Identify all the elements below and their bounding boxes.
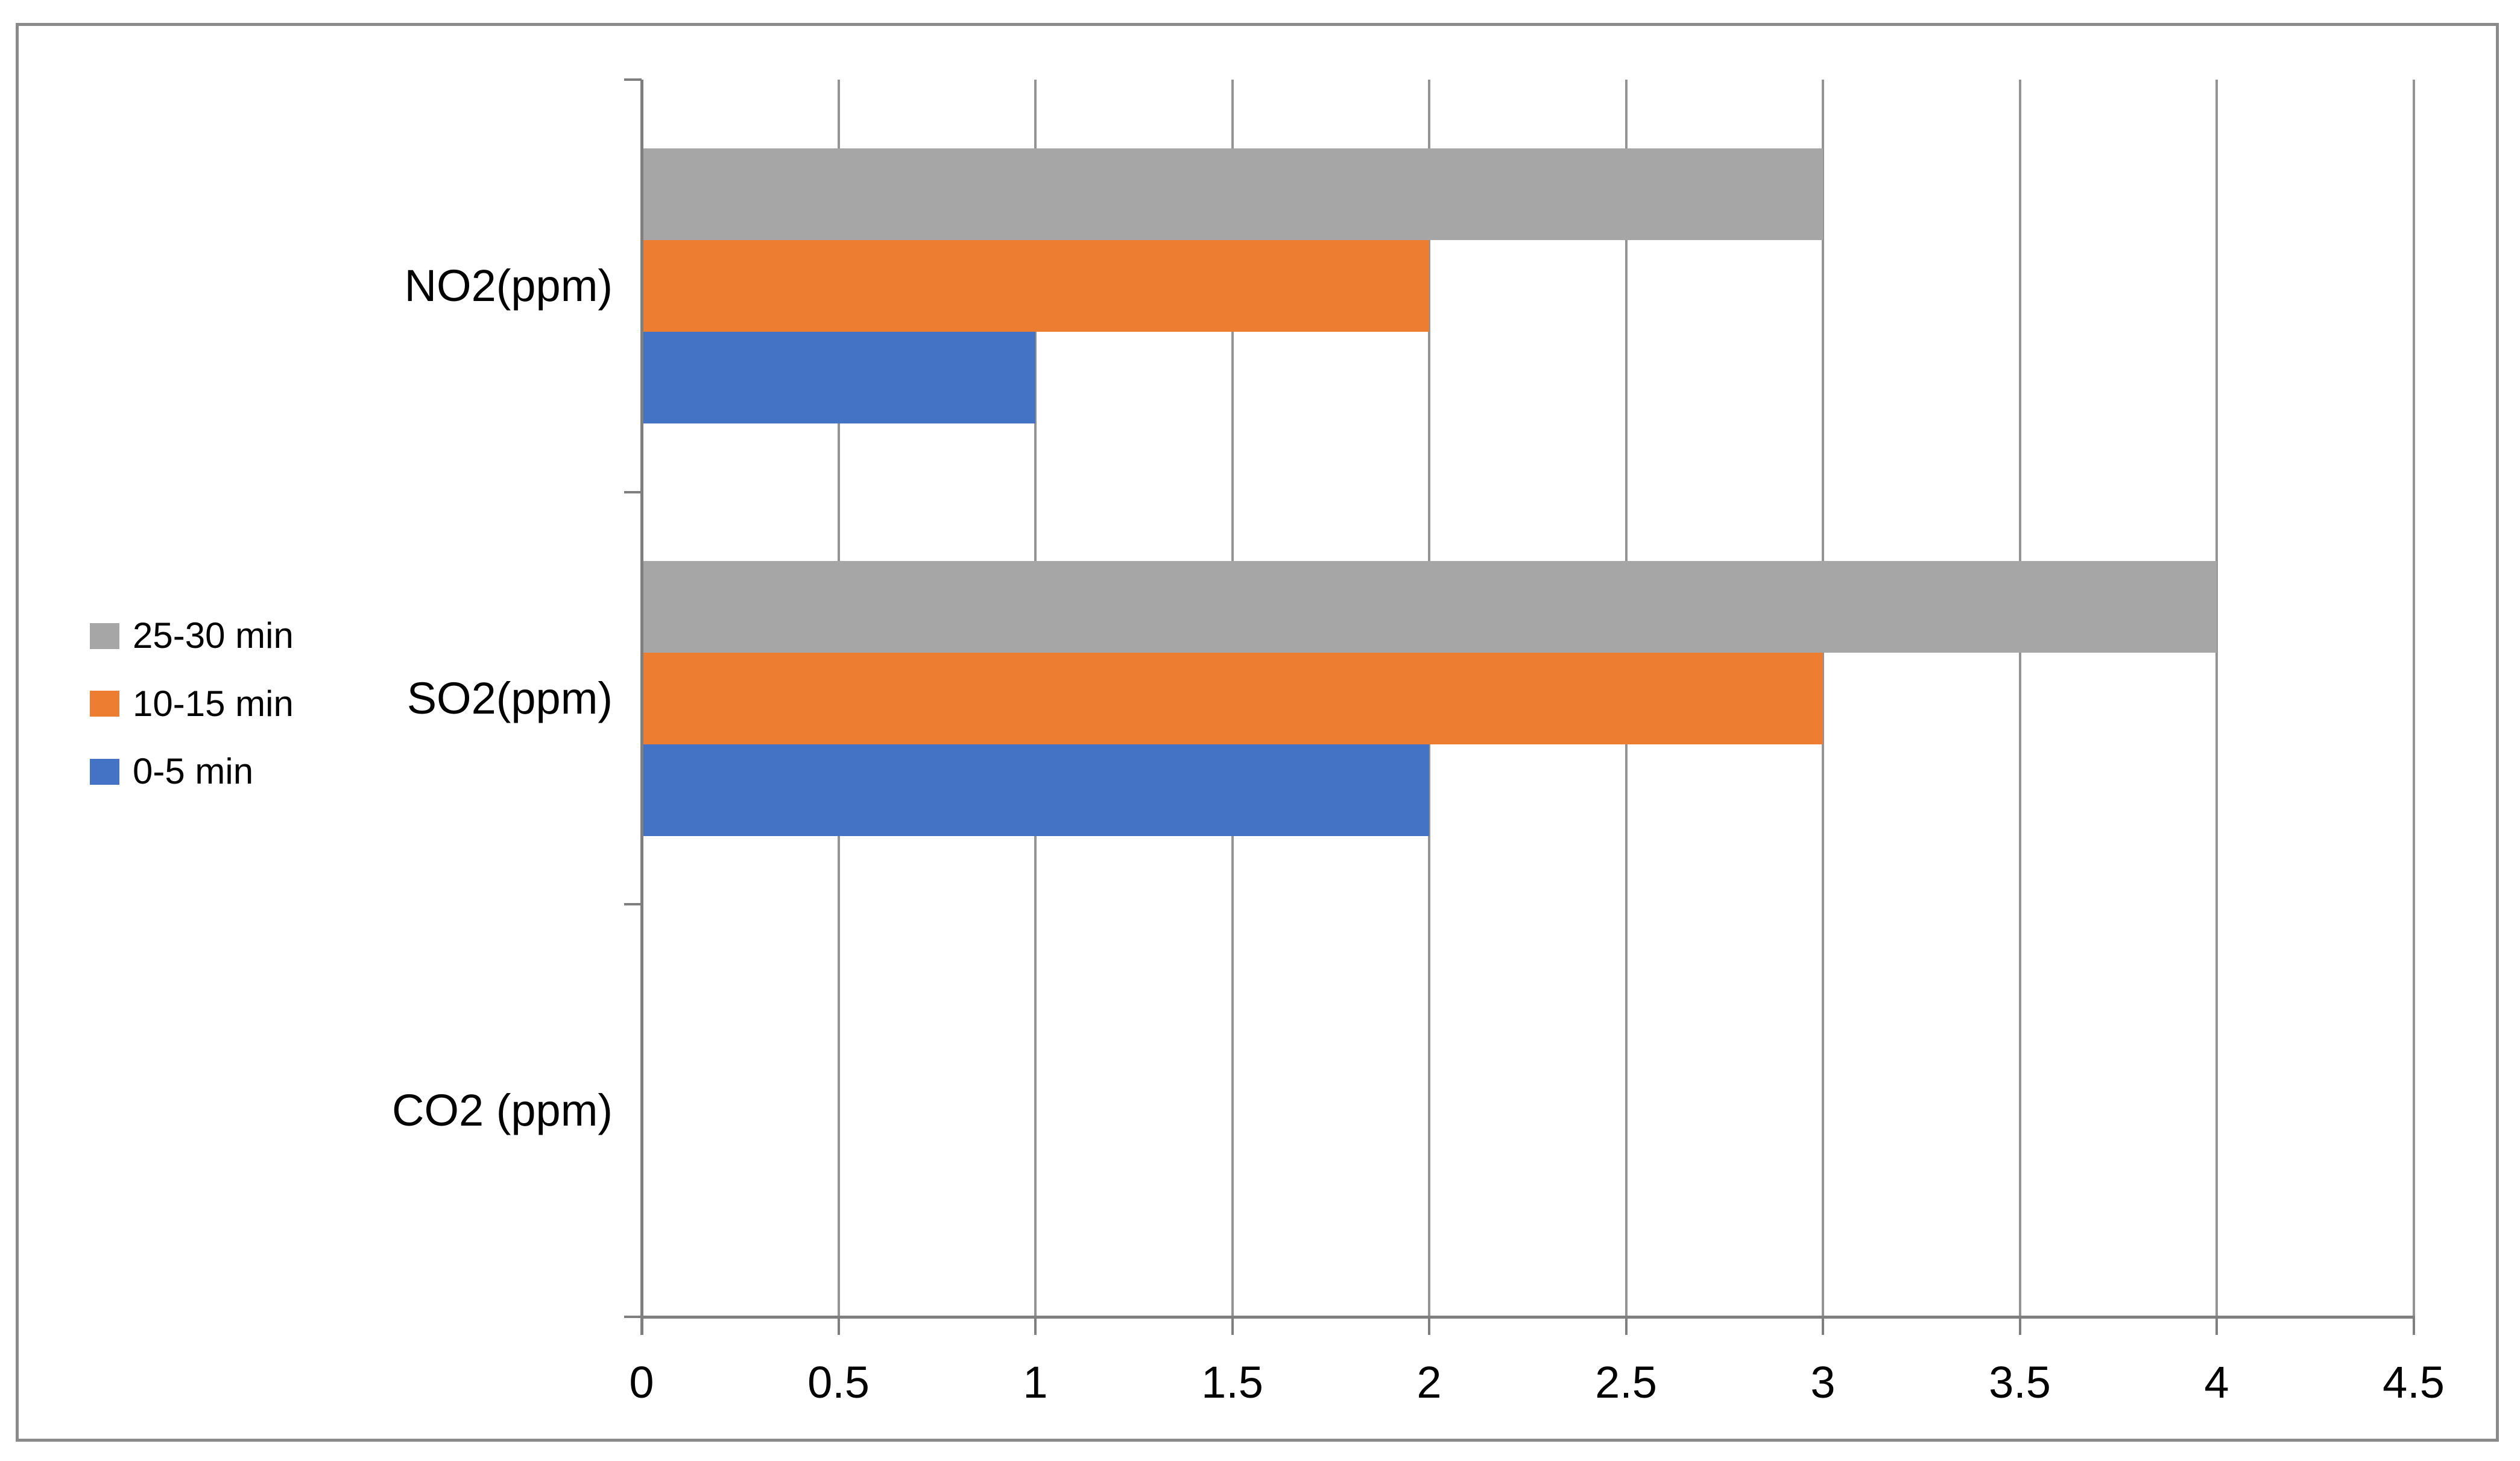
x-axis-tick	[2215, 1317, 2218, 1335]
legend-label: 25-30 min	[133, 615, 294, 656]
x-axis-tick	[2412, 1317, 2415, 1335]
x-axis-tick	[640, 1317, 643, 1335]
category-label: SO2(ppm)	[406, 673, 613, 723]
chart-frame: NO2(ppm) SO2(ppm) CO2 (ppm) 0 0.5 1 1.5 2 2.5 3 3.…	[16, 23, 2499, 1442]
x-tick-label: 2.5	[1595, 1357, 1657, 1407]
x-tick-label: 4.5	[2383, 1357, 2445, 1407]
y-axis-tick	[624, 903, 642, 906]
x-axis-tick	[1231, 1317, 1234, 1335]
bar-25-30min-SO2ppm	[642, 560, 2217, 653]
bar-25-30min-NO2ppm	[642, 148, 1823, 240]
gridline	[2018, 80, 2021, 1317]
x-tick-label: 4	[2204, 1357, 2229, 1407]
x-tick-label: 3	[1810, 1357, 1836, 1407]
legend-label: 10-15 min	[133, 683, 294, 724]
legend-swatch-0-5min	[90, 758, 119, 785]
legend-label: 0-5 min	[133, 751, 254, 791]
x-tick-label: 1.5	[1201, 1357, 1263, 1407]
x-axis-tick	[837, 1317, 840, 1335]
bar-0-5min-NO2ppm	[642, 331, 1035, 423]
plot-area: NO2(ppm) SO2(ppm) CO2 (ppm) 0 0.5 1 1.5 2 2.5 3 3.…	[19, 26, 2496, 1439]
bar-10-15min-SO2ppm	[642, 652, 1823, 744]
y-axis-tick	[624, 490, 642, 493]
x-axis-tick	[1822, 1317, 1824, 1335]
legend-swatch-25-30min	[90, 623, 119, 649]
gridline	[2215, 80, 2218, 1317]
x-axis-line	[640, 1316, 2415, 1319]
x-axis-tick	[1428, 1317, 1430, 1335]
gridline	[2412, 80, 2415, 1317]
y-axis-line	[640, 80, 643, 1335]
category-label: CO2 (ppm)	[392, 1085, 613, 1136]
legend: 25-30 min 10-15 min 0-5 min	[19, 26, 2496, 1439]
legend-swatch-10-15min	[90, 691, 119, 717]
x-tick-label: 1	[1023, 1357, 1048, 1407]
bar-10-15min-NO2ppm	[642, 239, 1429, 332]
x-tick-label: 0.5	[807, 1357, 870, 1407]
y-axis-tick	[624, 1316, 642, 1318]
x-tick-label: 0	[629, 1357, 654, 1407]
x-axis-tick	[2018, 1317, 2021, 1335]
x-tick-label: 2	[1416, 1357, 1442, 1407]
category-label: NO2(ppm)	[404, 260, 613, 311]
y-axis-tick	[624, 78, 642, 81]
x-axis-tick	[1625, 1317, 1628, 1335]
x-axis-tick	[1034, 1317, 1037, 1335]
bar-0-5min-SO2ppm	[642, 744, 1429, 836]
x-tick-label: 3.5	[1989, 1357, 2051, 1407]
gridline	[1822, 80, 1824, 1317]
